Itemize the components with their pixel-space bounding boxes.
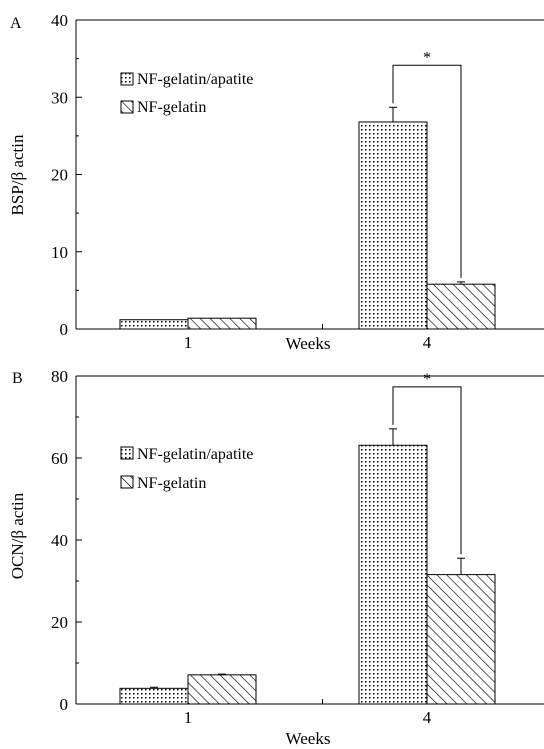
x-axis-label: Weeks <box>286 334 331 353</box>
x-axis-label: Weeks <box>286 729 331 748</box>
legend-swatch-dots <box>120 72 134 86</box>
x-tick-label: 4 <box>423 333 432 352</box>
legend: NF-gelatin/apatite NF-gelatin <box>120 446 253 492</box>
x-tick-label: 1 <box>184 333 193 352</box>
y-tick-label: 40 <box>51 531 68 550</box>
y-tick-label: 10 <box>51 243 68 262</box>
bar <box>119 319 189 330</box>
chart-panel-b: B 0 20 40 60 80 1 4 * Weeks OCN/β actin NF-gela… <box>8 367 544 748</box>
y-tick-label: 80 <box>51 367 68 386</box>
legend-swatch-hatch <box>120 100 134 114</box>
bar <box>426 574 496 705</box>
y-axis-label: BSP/β actin <box>8 134 27 215</box>
significance-marker: * <box>423 49 431 66</box>
y-tick-label: 0 <box>60 320 69 339</box>
legend: NF-gelatin/apatite NF-gelatin <box>120 71 253 116</box>
y-tick-label: 20 <box>51 613 68 632</box>
bar <box>187 674 257 705</box>
panel-label: A <box>10 15 22 32</box>
significance-marker: * <box>423 371 431 388</box>
y-tick-label: 30 <box>51 88 68 107</box>
legend-swatch-hatch <box>120 475 134 489</box>
panel-label: B <box>12 370 23 387</box>
legend-label: NF-gelatin/apatite <box>137 446 253 463</box>
y-tick-label: 40 <box>51 11 68 30</box>
chart-panel-a: A 0 10 20 30 40 1 4 * Weeks BSP/β actin NF-gela… <box>8 11 544 353</box>
significance-bracket <box>392 64 462 278</box>
bar <box>358 444 428 705</box>
y-tick-label: 0 <box>60 695 69 714</box>
legend-label: NF-gelatin <box>137 99 206 116</box>
x-tick-label: 1 <box>184 708 193 727</box>
y-axis-label: OCN/β actin <box>8 492 27 579</box>
bar <box>426 283 496 330</box>
y-tick-label: 20 <box>51 166 68 185</box>
legend-swatch-dots <box>120 446 134 460</box>
bar <box>358 121 428 330</box>
x-tick-label: 4 <box>423 708 432 727</box>
bar <box>119 687 189 705</box>
legend-label: NF-gelatin/apatite <box>137 71 253 88</box>
significance-bracket <box>392 386 462 555</box>
legend-label: NF-gelatin <box>137 475 206 492</box>
bar <box>187 317 257 330</box>
y-tick-label: 60 <box>51 449 68 468</box>
